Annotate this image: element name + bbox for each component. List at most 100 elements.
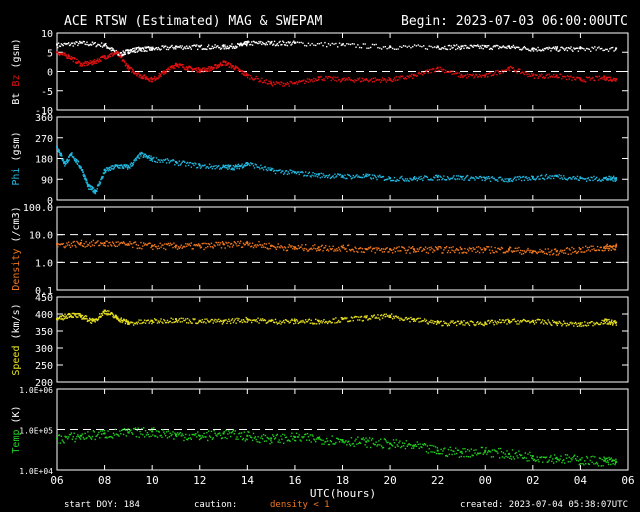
data-point [126,166,128,169]
data-point [423,175,426,177]
data-point [377,443,379,446]
data-point [534,179,537,181]
data-point [226,165,229,167]
data-point [603,75,605,77]
data-point [130,429,132,431]
data-point [125,62,128,65]
data-point [92,430,95,432]
data-point [78,243,81,246]
data-point [381,77,384,79]
data-point [151,78,154,81]
data-point [230,67,233,69]
data-point [222,44,225,46]
data-point [103,312,105,314]
data-point [319,248,322,251]
data-point [381,447,384,449]
data-point [569,460,571,463]
data-point [73,432,75,434]
data-point [230,45,232,48]
data-point [251,44,254,46]
data-point [261,438,264,440]
data-point [578,247,580,249]
data-point [90,189,93,191]
data-point [293,82,296,85]
data-point [389,314,392,317]
data-point [58,45,61,47]
data-point [601,76,603,79]
data-point [605,176,607,178]
data-point [237,67,239,70]
data-point [448,178,451,181]
data-point [160,71,163,74]
data-point [100,430,102,432]
data-point [599,457,602,460]
data-point [86,436,88,439]
data-point [148,47,150,49]
data-point [615,243,618,245]
data-point [175,48,177,50]
data-point [263,80,266,82]
data-point [339,250,342,252]
data-point [515,179,517,181]
data-point [125,64,127,66]
data-point [70,242,73,245]
data-point [119,53,121,56]
data-point [143,155,145,157]
data-point [263,166,266,168]
data-point [457,320,460,323]
data-point [517,46,519,48]
data-point [611,319,613,321]
data-point [494,450,496,452]
data-point [199,70,201,73]
data-point [264,319,267,322]
data-point [202,165,204,167]
data-point [603,246,606,249]
data-point [89,185,92,187]
data-point [210,242,213,245]
data-point [246,321,248,323]
data-point [336,437,338,439]
data-point [494,178,496,181]
data-point [541,73,543,75]
data-point [290,435,292,437]
data-point [594,249,596,252]
y-tick-label: 90 [41,175,53,186]
data-point [323,247,325,249]
data-point [443,320,445,323]
data-point [121,428,124,431]
data-point [558,50,560,52]
data-point [329,44,332,46]
data-point [144,78,147,80]
data-point [389,45,392,48]
data-point [327,250,330,252]
data-point [434,250,436,252]
data-point [421,320,423,322]
data-point [302,42,304,44]
data-point [235,243,237,245]
data-point [67,436,70,438]
data-point [215,46,217,49]
data-point [487,44,490,47]
data-point [59,243,62,246]
data-point [381,317,384,319]
data-point [283,41,285,44]
data-point [300,320,302,322]
data-point [138,436,140,438]
data-point [121,55,123,57]
data-point [190,242,192,244]
data-point [572,322,574,324]
data-point [538,461,540,463]
start-doy: start DOY: 184 [64,500,140,510]
data-point [559,458,561,460]
data-point [240,435,242,438]
data-point [222,164,225,166]
data-point [116,316,119,318]
data-point [284,83,287,85]
data-point [127,64,129,66]
data-point [615,78,618,81]
data-point [168,436,171,438]
data-point [610,463,612,466]
data-point [528,176,530,179]
data-point [563,462,566,464]
data-point [614,49,617,51]
